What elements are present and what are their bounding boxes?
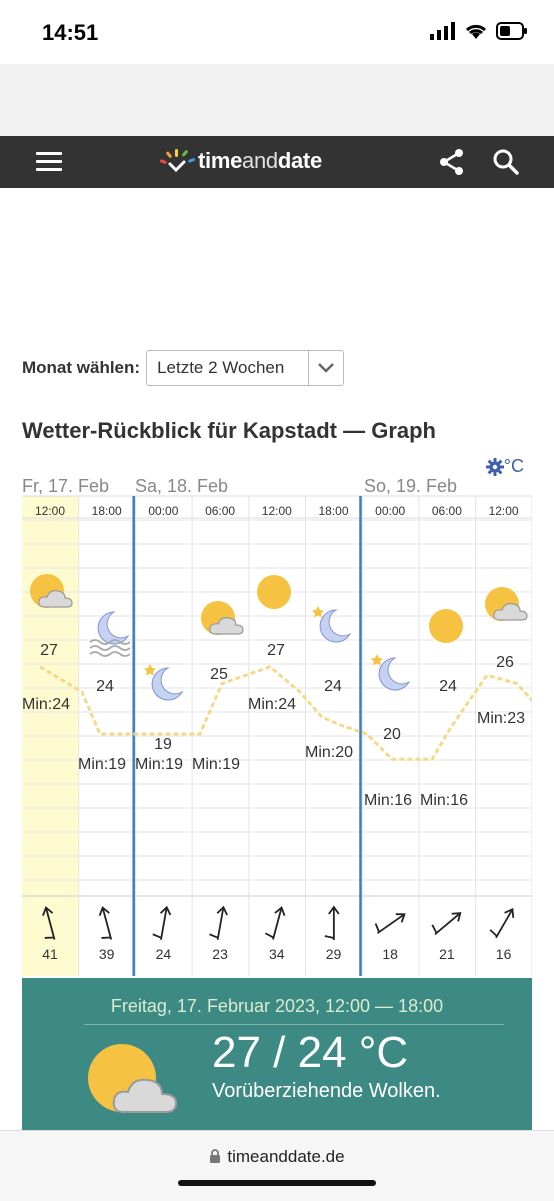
gear-icon (485, 457, 504, 476)
ad-space (0, 188, 554, 348)
min-temperature-label: Min:16 (364, 792, 413, 809)
temperature-label: 24 (96, 678, 114, 695)
time-label: 06:00 (431, 504, 462, 518)
day-label: Fr, 17. Feb (22, 476, 110, 496)
moon-fog-icon (89, 611, 131, 657)
min-temperature-label: Min:23 (477, 710, 526, 727)
sun-icon (257, 575, 291, 609)
min-temperature-label: Min:16 (420, 792, 469, 809)
min-temperature-label: Min:19 (135, 756, 184, 773)
month-select[interactable]: Letzte 2 Wochen (146, 350, 345, 386)
wind-speed-label: 21 (439, 946, 455, 962)
status-time: 14:51 (42, 20, 99, 45)
browser-toolbar (0, 64, 554, 136)
detail-panel: Freitag, 17. Februar 2023, 12:00 — 18:00… (22, 978, 532, 1130)
moon-star-icon (371, 654, 411, 691)
time-label: 12:00 (34, 504, 66, 518)
battery-icon (496, 22, 527, 40)
moon-star-icon (312, 606, 352, 643)
temperature-label: 27 (40, 642, 58, 659)
wind-speed-label: 16 (495, 946, 512, 962)
sun-cloud-icon (88, 1044, 178, 1113)
url-bar[interactable]: timeanddate.de (0, 1130, 554, 1201)
min-temperature-label: Min:24 (248, 696, 297, 713)
time-label: 18:00 (318, 504, 349, 518)
status-icons (430, 22, 528, 40)
temperature-label: 26 (496, 654, 514, 671)
min-temperature-label: Min:19 (78, 756, 127, 773)
signal-icon (430, 22, 455, 40)
wind-speed-label: 29 (325, 946, 342, 962)
weather-graph: °C Fr, 17. Feb Sa, 18. Feb So, 19. Feb 1… (22, 456, 532, 976)
menu-icon[interactable] (36, 152, 62, 172)
lock-icon (210, 1149, 221, 1163)
wind-speed-label: 18 (382, 946, 398, 962)
time-label: 12:00 (488, 504, 519, 518)
temperature-label: 27 (267, 642, 285, 659)
sun-cloud-icon (201, 601, 244, 635)
temperature-curve (39, 665, 532, 761)
temperature-label: 25 (210, 666, 228, 683)
detail-description: Vorüberziehende Wolken. (212, 1080, 441, 1102)
time-label: 06:00 (205, 504, 236, 518)
sun-icon (429, 609, 463, 643)
search-icon[interactable] (492, 148, 520, 176)
sun-cloud-icon (30, 574, 73, 608)
moon-star-icon (144, 664, 184, 701)
temperature-label: 20 (383, 726, 401, 743)
time-label: 12:00 (261, 504, 292, 518)
detail-date: Freitag, 17. Februar 2023, 12:00 — 18:00 (110, 996, 444, 1016)
min-temperature-label: Min:24 (22, 696, 71, 713)
wind-arrow-icon (264, 906, 286, 940)
wind-speed-label: 23 (212, 946, 228, 962)
wind-arrow-icon (152, 905, 172, 940)
temperature-label: 24 (439, 678, 457, 695)
temperature-label: 24 (324, 678, 342, 695)
graph-canvas (22, 495, 532, 976)
wind-speed-label: 34 (269, 946, 285, 962)
logo-icon (159, 149, 196, 173)
sun-cloud-icon (485, 587, 528, 621)
wind-arrow-icon (374, 913, 406, 934)
site-logo[interactable]: timeanddate (158, 148, 322, 174)
month-label: Monat wählen: (22, 358, 141, 377)
site-header: timeanddate (0, 136, 554, 188)
chevron-down-icon[interactable] (308, 351, 343, 385)
url-text[interactable]: timeanddate.de (0, 1147, 554, 1167)
month-select-value: Letzte 2 Wochen (157, 358, 285, 377)
temperature-label: 19 (154, 736, 172, 753)
wind-speed-label: 39 (98, 946, 115, 962)
time-label: 00:00 (375, 504, 406, 518)
day-label: Sa, 18. Feb (135, 476, 229, 496)
detail-temperature: 27 / 24 °C (212, 1028, 409, 1077)
min-temperature-label: Min:19 (192, 756, 241, 773)
wind-arrow-icon (42, 906, 56, 940)
wind-arrow-icon (209, 905, 228, 940)
unit-toggle[interactable]: °C (485, 456, 524, 477)
wind-speed-label: 24 (155, 946, 172, 962)
share-icon[interactable] (438, 148, 466, 176)
wind-speed-label: 41 (42, 946, 58, 962)
divider (84, 1024, 504, 1025)
time-label: 00:00 (148, 504, 179, 518)
page-title: Wetter-Rückblick für Kapstadt — Graph (22, 418, 436, 443)
wind-arrow-icon (98, 906, 113, 940)
wind-arrow-icon (431, 912, 462, 935)
month-selector-row: Monat wählen: Letzte 2 Wochen (22, 350, 345, 386)
wind-arrow-icon (324, 905, 340, 940)
home-indicator (178, 1180, 376, 1186)
unit-label: °C (503, 456, 524, 476)
wifi-icon (465, 24, 487, 39)
day-label: So, 19. Feb (364, 476, 458, 496)
min-temperature-label: Min:20 (305, 744, 354, 761)
wind-arrow-icon (489, 907, 515, 939)
status-bar: 14:51 (0, 0, 554, 64)
time-label: 18:00 (91, 504, 122, 518)
